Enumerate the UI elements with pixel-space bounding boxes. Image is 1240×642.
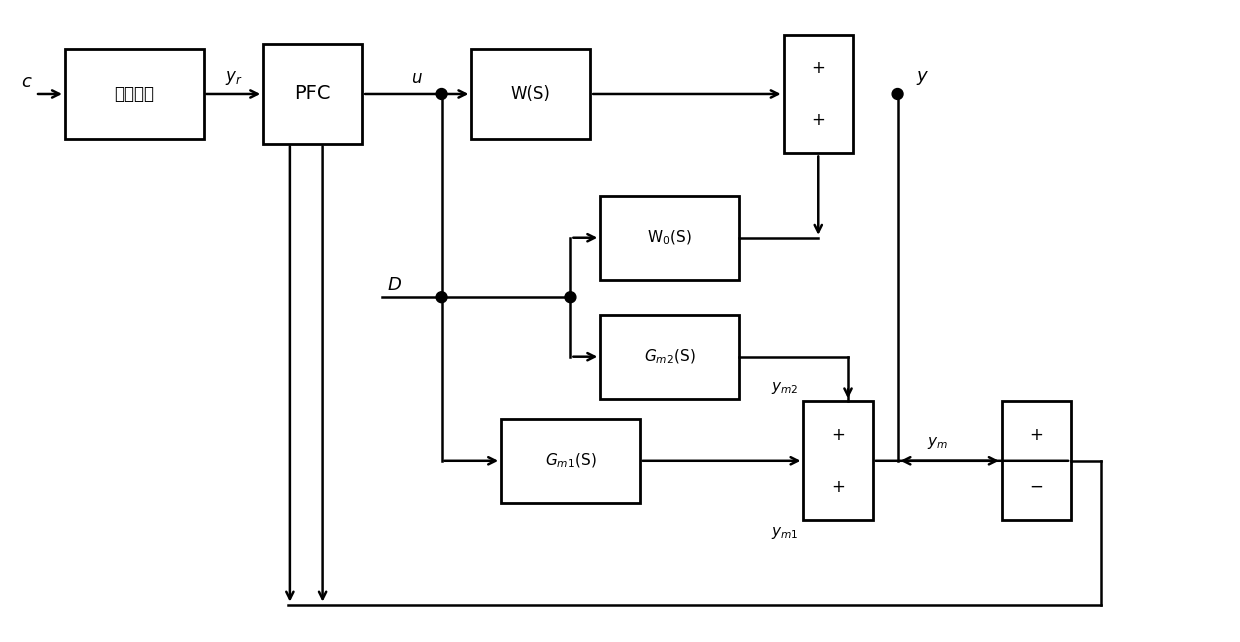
Text: $u$: $u$ [410,69,423,87]
Text: $G_{m2}$(S): $G_{m2}$(S) [644,347,696,366]
Text: $D$: $D$ [387,276,402,294]
Text: PFC: PFC [294,85,331,103]
Text: W$_0$(S): W$_0$(S) [647,229,692,247]
Text: W(S): W(S) [511,85,551,103]
Text: $G_{m1}$(S): $G_{m1}$(S) [544,451,596,470]
Circle shape [892,89,903,100]
Bar [600,196,739,280]
Bar [471,49,590,139]
Text: +: + [1029,426,1043,444]
Text: −: − [1029,478,1043,496]
Circle shape [436,291,446,302]
Bar [263,44,362,144]
Text: +: + [811,59,825,77]
Bar [1002,401,1071,520]
Bar [784,35,853,153]
Circle shape [565,291,575,302]
Text: 参考轨迹: 参考轨迹 [114,85,154,103]
Text: $y_{m1}$: $y_{m1}$ [771,525,799,541]
Text: $y$: $y$ [915,69,929,87]
Bar [64,49,203,139]
Bar [804,401,873,520]
Text: $c$: $c$ [21,73,33,91]
Text: $y_{m2}$: $y_{m2}$ [771,381,799,396]
Circle shape [436,89,446,100]
Text: +: + [831,426,844,444]
Text: $y_m$: $y_m$ [926,435,947,451]
Text: +: + [831,478,844,496]
Bar [600,315,739,399]
Text: $y_r$: $y_r$ [224,69,242,87]
Bar [501,419,640,503]
Text: +: + [811,111,825,129]
